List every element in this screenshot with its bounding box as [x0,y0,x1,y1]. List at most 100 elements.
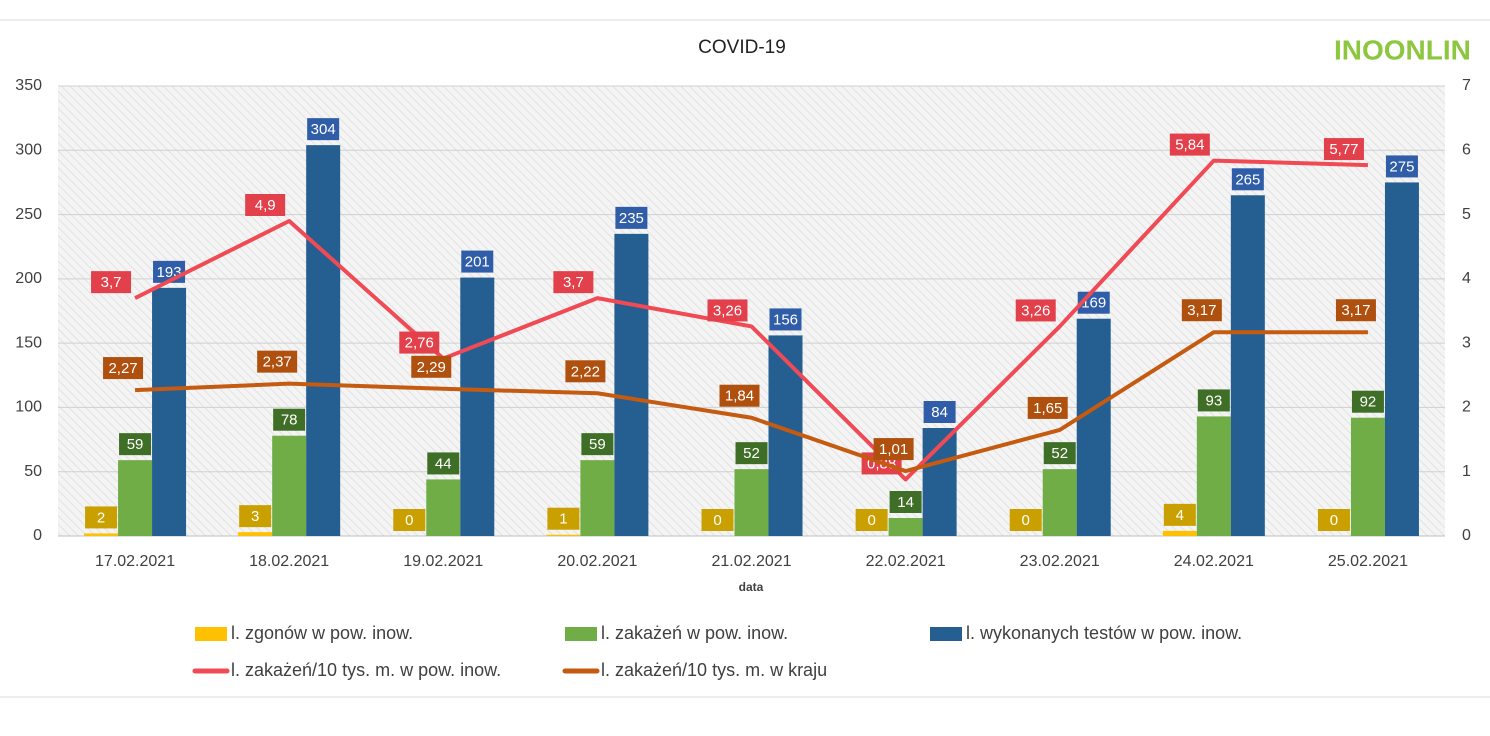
x-tick-label: 21.02.2021 [711,553,791,570]
bar-label-box [307,118,340,141]
bar-label: 0 [1330,512,1338,529]
bar [1196,416,1231,536]
bar-label-box [581,433,614,456]
line-label-box [1027,396,1068,419]
line-label-box [1323,138,1364,161]
bar-label: 52 [1051,445,1068,462]
y2-tick-label: 7 [1462,77,1471,94]
line-label-box [91,271,132,294]
line-label-box [1181,299,1222,322]
line-label: 5,77 [1329,141,1358,158]
legend-label: l. zgonów w pow. inow. [231,623,413,643]
bar-label: 275 [1389,158,1414,175]
bar-label-box [769,308,802,331]
bar [1350,417,1385,536]
bar [460,277,495,536]
line-label: 2,22 [571,363,600,380]
bar-label-box [273,408,306,431]
x-tick-label: 24.02.2021 [1174,553,1254,570]
y-tick-label: 0 [33,527,42,544]
logo: INOONLIN [1334,34,1471,65]
y-tick-label: 250 [15,206,42,223]
bar-label-box [1231,168,1264,191]
bar [1076,318,1111,536]
y-tick-label: 100 [15,399,42,416]
x-tick-label: 23.02.2021 [1020,553,1100,570]
line-label-box [1169,133,1210,156]
bar-label-box [1009,509,1042,531]
y2-tick-label: 3 [1462,334,1471,351]
y-tick-label: 350 [15,77,42,94]
line-label: 2,37 [263,354,292,371]
line-label-box [707,299,748,322]
chart-title: COVID-19 [698,37,786,58]
line-label-box [257,350,298,373]
bar-label: 78 [281,412,298,429]
line-label-box [553,271,594,294]
bar [1230,195,1265,537]
bar-label: 0 [867,512,875,529]
bar-label-box [1385,155,1418,178]
bar-label: 201 [465,254,490,271]
bar-label-box [119,433,152,456]
line-label-box [411,355,452,378]
line-label-box [719,384,760,407]
line [134,330,1368,474]
line-label-box [103,357,144,380]
bar-label: 2 [97,509,105,526]
x-tick-label: 18.02.2021 [249,553,329,570]
x-tick-label: 17.02.2021 [95,553,175,570]
bar-label-box [393,509,426,531]
bar [426,479,461,536]
bar-label-box [547,507,580,530]
y-tick-label: 300 [15,142,42,159]
y-tick-label: 200 [15,270,42,287]
line-label: 3,17 [1341,302,1370,319]
bar-label: 0 [1022,512,1030,529]
bar-label-box [239,505,272,528]
bar [580,460,615,536]
legend-swatch [565,627,597,641]
bar [546,534,581,536]
line-label-box [873,438,914,461]
bar-label: 1 [559,511,567,528]
bar-label: 304 [311,121,336,138]
bar [614,233,649,536]
line-label: 3,7 [563,274,584,291]
line-label-box [1015,299,1056,322]
line-label: 3,26 [713,302,742,319]
line-label-box [1335,299,1376,322]
bar-label-box [85,506,118,529]
bar-label: 44 [435,455,452,472]
y2-tick-label: 6 [1462,142,1471,159]
bar-label-box [1351,390,1384,413]
bar-label: 14 [897,494,914,511]
x-axis-title: data [739,580,764,594]
bar-label-box [615,206,648,229]
line-label: 2,76 [405,335,434,352]
line [134,158,1369,482]
legend-label: l. zakażeń/10 tys. m. w pow. inow. [231,660,501,680]
line-label: 1,01 [879,441,908,458]
bar-label: 84 [931,404,948,421]
legend-label: l. zakażeń/10 tys. m. w kraju [601,660,827,680]
bar-label: 59 [127,436,144,453]
line-label: 2,27 [108,360,137,377]
legend-label: l. wykonanych testów w pow. inow. [966,623,1242,643]
legend-swatch [195,627,227,641]
bar-label: 0 [405,512,413,529]
bar-label-box [1163,503,1196,526]
bar-label-box [735,442,768,465]
x-tick-label: 19.02.2021 [403,553,483,570]
x-tick-label: 25.02.2021 [1328,553,1408,570]
line-label-box [565,360,606,383]
legend-label: l. zakażeń w pow. inow. [601,623,788,643]
bar-label-box [923,401,956,423]
bar [1384,182,1419,536]
bar-label-box [461,250,494,273]
line-label: 3,26 [1021,302,1050,319]
bar [84,533,119,536]
bar [734,469,769,536]
bar-label-box [855,509,888,531]
line-label-box [245,194,286,216]
